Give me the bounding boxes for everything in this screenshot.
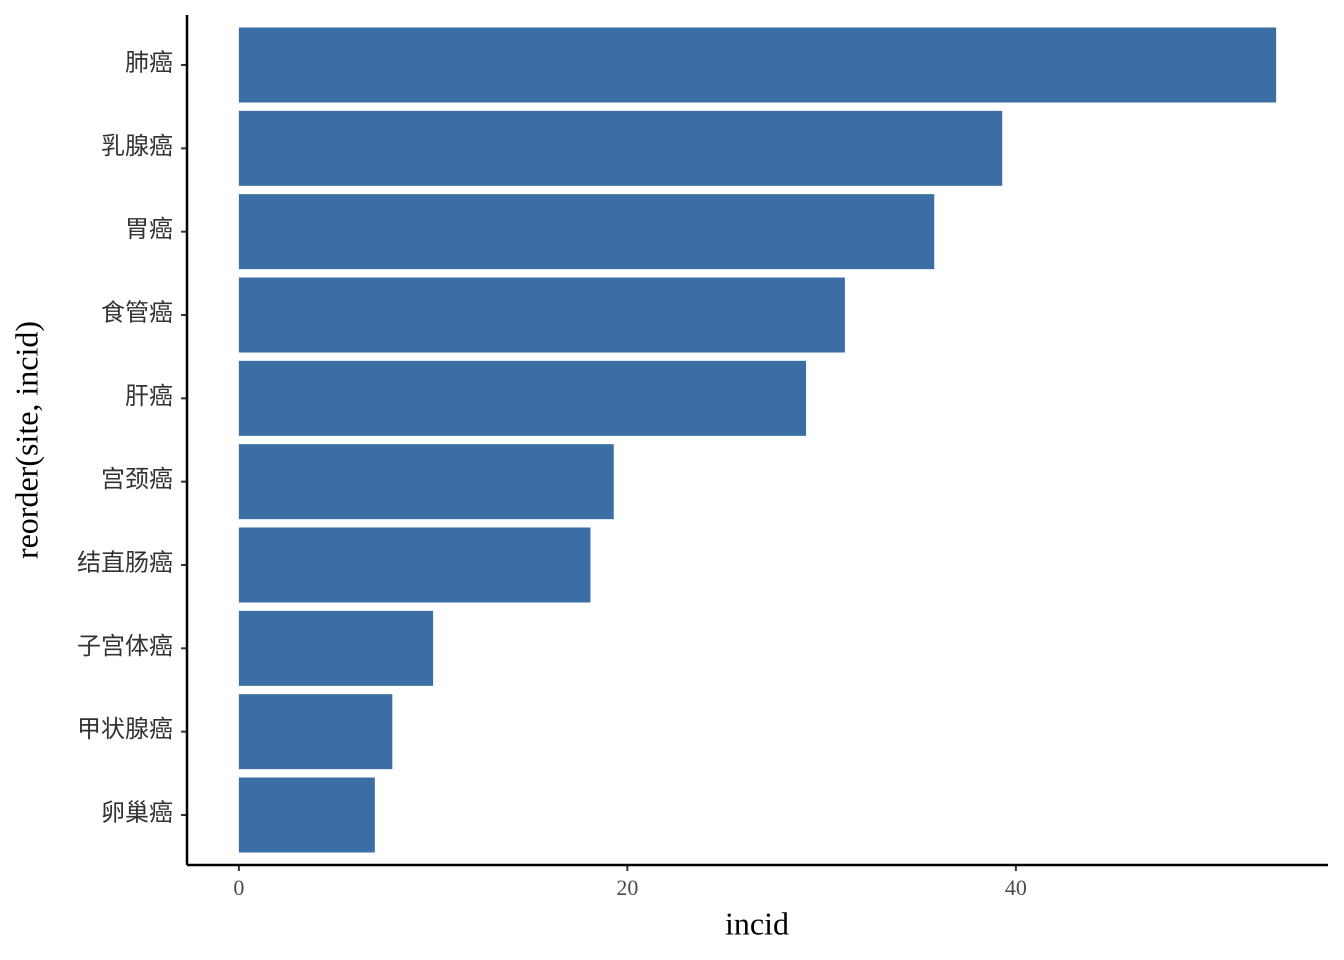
bar xyxy=(238,694,393,770)
x-tick-label: 40 xyxy=(1005,875,1027,900)
y-tick-label: 子宫体癌 xyxy=(77,633,173,660)
bar xyxy=(238,527,591,603)
y-axis-title: reorder(site, incid) xyxy=(8,321,44,559)
bar xyxy=(238,194,935,270)
bar xyxy=(238,777,375,853)
y-tick-label: 结直肠癌 xyxy=(77,550,173,577)
bar xyxy=(238,110,1003,186)
y-tick-label: 食管癌 xyxy=(101,300,173,327)
x-tick-label: 0 xyxy=(233,875,244,900)
y-tick-label: 胃癌 xyxy=(125,216,173,243)
y-tick-label: 卵巢癌 xyxy=(101,800,173,827)
x-axis-title: incid xyxy=(725,905,789,941)
bar xyxy=(238,360,807,436)
bar xyxy=(238,610,434,686)
x-tick-label: 20 xyxy=(616,875,638,900)
bar xyxy=(238,444,614,520)
bar xyxy=(238,277,845,353)
y-tick-label: 甲状腺癌 xyxy=(77,716,173,743)
bar xyxy=(238,27,1277,103)
y-tick-label: 乳腺癌 xyxy=(101,133,173,160)
y-tick-label: 肺癌 xyxy=(125,50,173,77)
y-tick-label: 肝癌 xyxy=(125,383,173,410)
y-tick-label: 宫颈癌 xyxy=(101,466,173,493)
